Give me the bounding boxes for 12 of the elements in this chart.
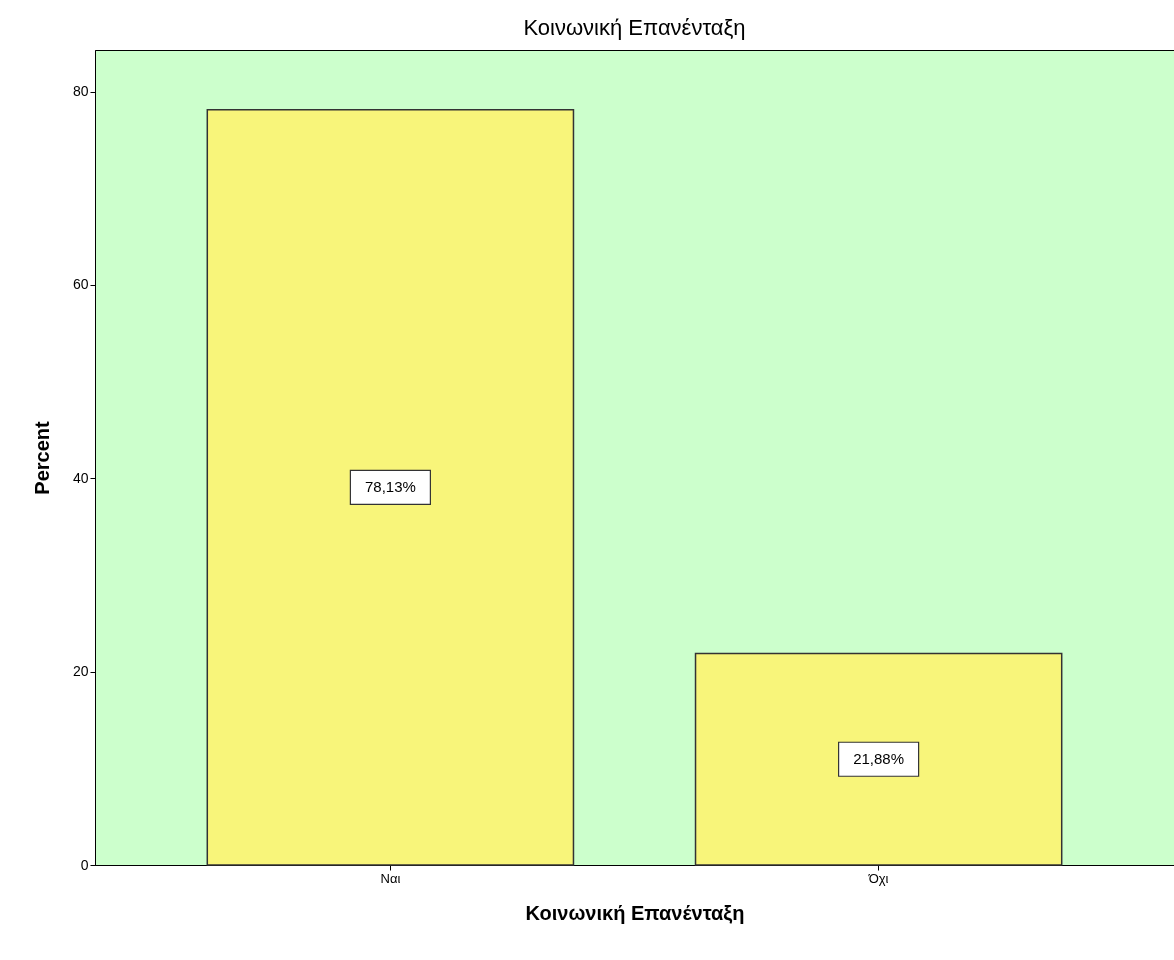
x-axis-title: Κοινωνική Επανένταξη: [525, 901, 745, 924]
y-axis-title: Percent: [30, 420, 53, 495]
y-tick-label: 20: [72, 663, 89, 680]
y-tick-label: 40: [72, 469, 89, 486]
x-tick-label: Όχι: [867, 870, 889, 886]
x-tick-label: Ναι: [380, 870, 401, 886]
data-label: 21,88%: [853, 750, 905, 768]
y-tick-label: 60: [72, 276, 89, 293]
y-tick-label: 80: [72, 83, 89, 100]
data-label: 78,13%: [364, 478, 416, 496]
chart-title: Κοινωνική Επανένταξη: [523, 15, 746, 40]
y-tick-label: 0: [80, 856, 89, 873]
